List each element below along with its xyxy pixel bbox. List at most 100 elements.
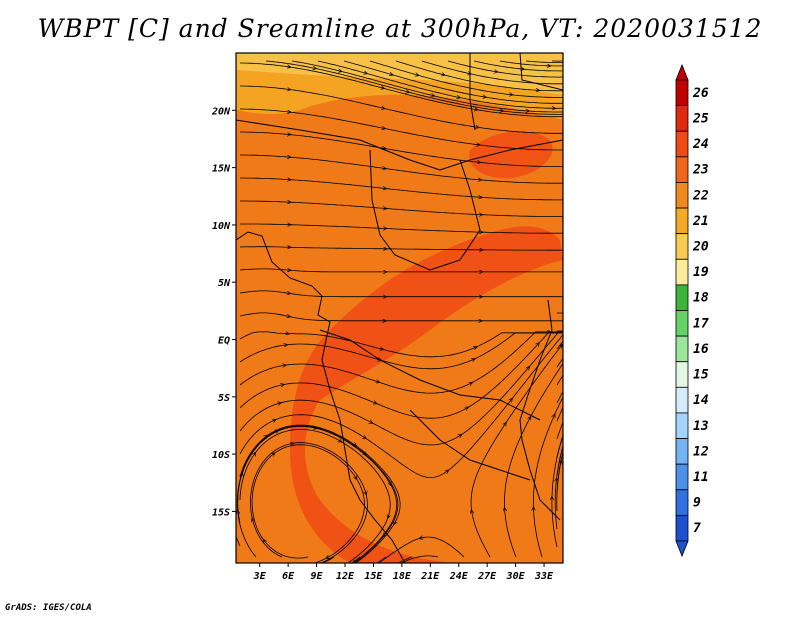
streamline-arrow xyxy=(560,345,562,347)
lat-label: 10S xyxy=(212,450,230,461)
colorbar-box xyxy=(675,489,689,516)
streamline xyxy=(236,425,399,563)
streamline-arrow xyxy=(529,417,530,419)
streamline-arrow xyxy=(364,437,366,438)
coastline-segment xyxy=(519,299,561,521)
lat-label: 10N xyxy=(212,221,231,232)
streamline xyxy=(470,342,563,558)
streamline xyxy=(291,60,563,113)
streamline xyxy=(239,332,563,370)
streamline xyxy=(239,246,563,251)
colorbar-box xyxy=(675,130,689,158)
lat-label: 15N xyxy=(212,164,231,175)
streamline xyxy=(421,60,563,85)
streamline xyxy=(499,60,563,67)
colorbar-label: 26 xyxy=(692,86,709,101)
streamline-arrow xyxy=(466,407,468,408)
streamline xyxy=(239,332,563,419)
colorbar-box xyxy=(675,156,689,183)
streamline-arrow xyxy=(281,385,283,386)
streamline xyxy=(249,442,368,563)
streamline-arrow xyxy=(327,557,329,558)
streamline-arrow xyxy=(505,423,506,425)
colorbar-label: 18 xyxy=(693,291,709,306)
shading-light-orange xyxy=(236,70,563,120)
streamline xyxy=(400,555,439,563)
colorbar-bottom-arrow xyxy=(675,540,689,558)
lon-label: 12E xyxy=(336,571,355,582)
streamline-arrow xyxy=(286,333,288,334)
longitude-axis: 3E 6E 9E 12E 15E 18E 21E 24E 27E 30E 33E xyxy=(253,563,554,582)
lon-label: 3E xyxy=(253,571,267,582)
streamline-arrow xyxy=(407,92,409,93)
coastline-segment xyxy=(369,149,481,271)
streamline xyxy=(239,331,563,394)
streamline xyxy=(556,421,563,440)
streamline xyxy=(369,60,563,98)
streamline-arrow xyxy=(288,316,290,317)
streamline-arrow xyxy=(416,75,418,76)
streamline xyxy=(240,154,563,184)
coastline-segment xyxy=(519,53,563,91)
streamline-arrow xyxy=(511,399,513,401)
colorbar-label: 19 xyxy=(693,265,709,280)
colorbar-label: 22 xyxy=(692,188,709,203)
colorbar-label: 13 xyxy=(693,419,709,434)
streamline-arrow xyxy=(314,428,316,429)
coastline-segment xyxy=(236,231,406,563)
streamline xyxy=(395,60,563,92)
streamline xyxy=(239,331,563,358)
streamline-arrow xyxy=(470,383,472,384)
lon-label: 21E xyxy=(420,571,440,582)
colorbar-label: 20 xyxy=(692,239,709,254)
streamline xyxy=(240,223,563,234)
grads-credit: GrADS: IGES/COLA xyxy=(5,603,92,613)
colorbar-label: 14 xyxy=(693,393,709,408)
streamline-arrow xyxy=(420,538,422,539)
streamline xyxy=(556,450,563,512)
streamline-arrow xyxy=(377,382,379,383)
streamline xyxy=(556,406,563,422)
coastlines xyxy=(236,53,563,563)
streamline-arrow xyxy=(390,483,391,485)
streamline xyxy=(251,444,365,563)
lat-label: EQ xyxy=(218,336,230,347)
streamline xyxy=(317,60,563,109)
streamline xyxy=(473,60,563,72)
streamline-arrow xyxy=(365,73,367,74)
colorbar-label: 11 xyxy=(693,470,709,485)
coastline-segment xyxy=(409,409,531,481)
streamline-arrow xyxy=(384,534,386,536)
streamlines xyxy=(236,60,563,563)
lon-label: 18E xyxy=(393,571,412,582)
streamline-arrow xyxy=(472,359,474,360)
colorbar-box xyxy=(675,463,689,491)
colorbar-box xyxy=(675,335,689,363)
colorbar-label: 23 xyxy=(692,163,709,178)
colorbar-label: 16 xyxy=(693,342,709,357)
streamline-arrow xyxy=(446,470,448,471)
lon-label: 15E xyxy=(364,571,383,582)
colorbar-label: 15 xyxy=(693,368,709,383)
streamline xyxy=(239,334,563,479)
lon-label: 27E xyxy=(477,571,497,582)
colorbar-label: 9 xyxy=(693,496,701,511)
streamline-arrow xyxy=(278,403,280,404)
streamline-arrow xyxy=(252,519,253,521)
coastline-segment xyxy=(236,119,563,171)
lat-label: 5S xyxy=(218,393,230,404)
streamline-arrow xyxy=(339,71,341,72)
chart-title: WBPT [C] and Sreamline at 300hPa, VT: 20… xyxy=(37,14,763,43)
streamline-arrow xyxy=(457,97,459,98)
colorbar-label: 12 xyxy=(693,444,709,459)
streamline-arrow xyxy=(264,540,265,542)
streamline xyxy=(239,268,563,273)
colorbar-top-arrow xyxy=(675,63,689,81)
streamline xyxy=(351,556,361,563)
lat-label: 15S xyxy=(212,507,230,518)
streamline-arrow xyxy=(276,430,278,431)
colorbar-label: 7 xyxy=(693,521,701,536)
streamline xyxy=(321,556,335,563)
lon-label: 33E xyxy=(534,571,554,582)
